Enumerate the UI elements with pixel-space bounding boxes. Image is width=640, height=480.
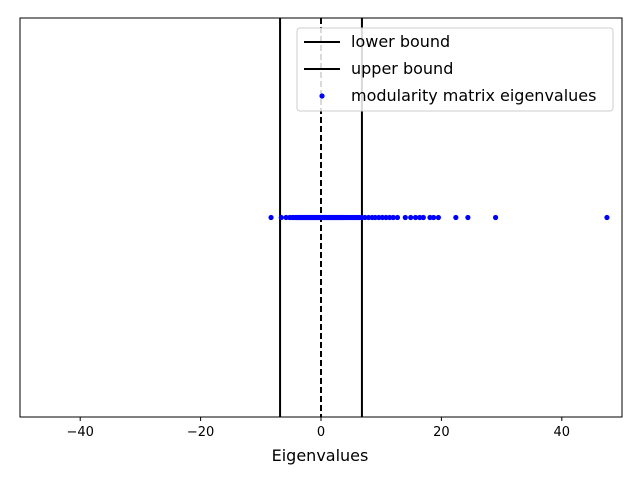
data-point: [420, 214, 426, 221]
data-point: [390, 214, 396, 221]
data-point: [430, 214, 437, 221]
data-point: [604, 214, 610, 221]
data-point: [427, 214, 433, 221]
x-tick-label: −40: [66, 425, 93, 440]
data-point: [394, 214, 401, 221]
data-point: [362, 214, 368, 221]
data-point: [402, 214, 408, 221]
x-tick-label: −20: [187, 425, 214, 440]
data-point: [376, 214, 382, 221]
data-point: [453, 214, 459, 221]
x-tick-label: 0: [317, 425, 325, 440]
data-point: [492, 214, 499, 221]
data-point: [387, 214, 393, 221]
legend: lower bound upper bound modularity matrix …: [296, 27, 614, 112]
legend-entry-label: modularity matrix eigenvalues: [351, 86, 596, 105]
data-point: [465, 214, 471, 221]
data-point: [383, 214, 389, 221]
x-axis: −40 −20 0 20 40: [66, 417, 570, 440]
data-point: [283, 214, 289, 221]
data-point: [268, 214, 274, 221]
legend-box: [296, 27, 614, 112]
data-point: [412, 214, 419, 221]
data-point: [372, 214, 378, 221]
data-point: [435, 214, 441, 221]
legend-entry-label: lower bound: [351, 32, 450, 51]
x-axis-label: Eigenvalues: [272, 446, 369, 465]
data-point: [408, 214, 414, 221]
data-point: [417, 214, 423, 221]
data-point: [365, 214, 372, 221]
data-point: [379, 214, 386, 221]
data-point: [278, 214, 284, 221]
legend-entry-label: upper bound: [351, 59, 453, 78]
x-tick-label: 20: [433, 425, 450, 440]
x-tick-label: 40: [554, 425, 571, 440]
legend-dot-marker: [319, 93, 325, 99]
